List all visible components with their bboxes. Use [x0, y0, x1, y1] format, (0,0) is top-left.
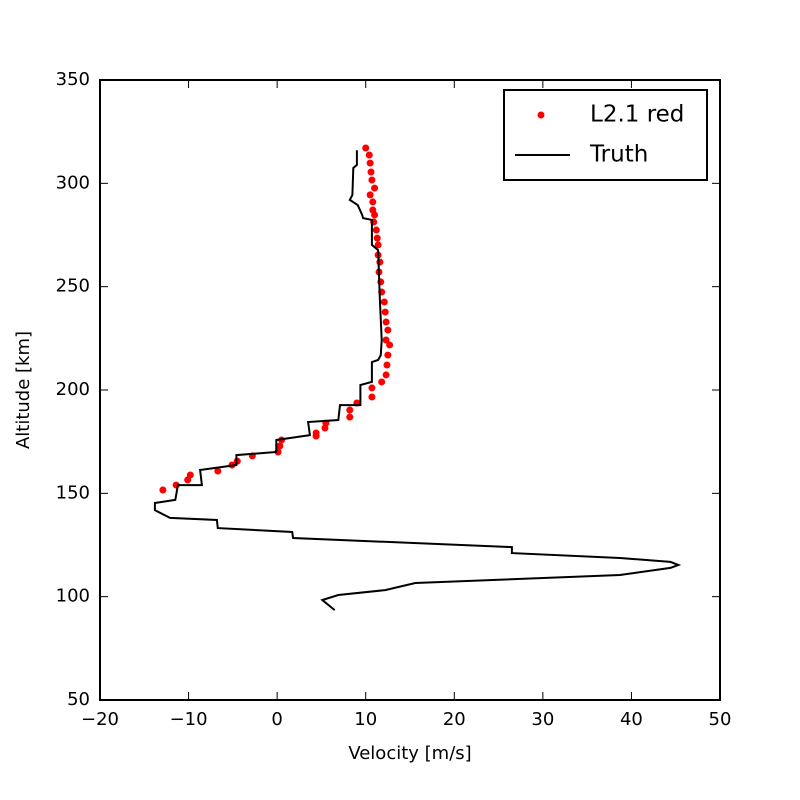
point [382, 318, 390, 326]
legend: L2.1 red Truth [503, 89, 708, 181]
point [381, 308, 389, 316]
x-tick-label: 30 [531, 709, 554, 730]
y-tick-label: 150 [56, 482, 90, 503]
legend-label: Truth [589, 142, 648, 168]
legend-label: L2.1 red [590, 102, 684, 128]
point [346, 413, 354, 421]
point [372, 226, 380, 234]
x-tick-label: −20 [81, 709, 119, 730]
x-tick-label: 20 [443, 709, 466, 730]
point [371, 184, 379, 192]
x-axis-label: Velocity [m/s] [348, 743, 471, 764]
point [373, 234, 381, 242]
point [184, 476, 192, 484]
point [367, 168, 375, 176]
plot-frame [99, 79, 721, 701]
y-tick-label: 50 [67, 689, 90, 710]
x-tick-label: −10 [170, 709, 208, 730]
x-tick-label: 0 [271, 709, 282, 730]
point [369, 198, 377, 206]
point [371, 211, 379, 219]
point [376, 258, 384, 266]
point [368, 176, 376, 184]
point [159, 486, 167, 494]
point [321, 424, 329, 432]
legend-box [503, 89, 708, 181]
point [378, 378, 386, 386]
point [312, 432, 320, 440]
point [368, 393, 376, 401]
point [214, 467, 222, 475]
x-tick-label: 10 [354, 709, 377, 730]
y-axis-label: Altitude [km] [13, 331, 34, 449]
y-tick-label: 200 [56, 379, 90, 400]
point [384, 326, 392, 334]
point [362, 144, 370, 152]
point [382, 336, 390, 344]
point [386, 341, 394, 349]
point [383, 361, 391, 369]
x-tick-label: 50 [709, 709, 732, 730]
point [368, 384, 376, 392]
y-tick-label: 300 [56, 172, 90, 193]
point [384, 351, 392, 359]
point [276, 442, 284, 450]
point [366, 159, 374, 167]
y-tick-label: 250 [56, 276, 90, 297]
point [374, 241, 382, 249]
point [382, 371, 390, 379]
point [346, 406, 354, 414]
y-tick-label: 100 [56, 586, 90, 607]
x-tick-label: 40 [620, 709, 643, 730]
point [366, 191, 374, 199]
point [380, 298, 388, 306]
point [365, 151, 373, 159]
legend-swatch [537, 111, 545, 119]
line [153, 150, 682, 611]
y-tick-label: 350 [56, 69, 90, 90]
